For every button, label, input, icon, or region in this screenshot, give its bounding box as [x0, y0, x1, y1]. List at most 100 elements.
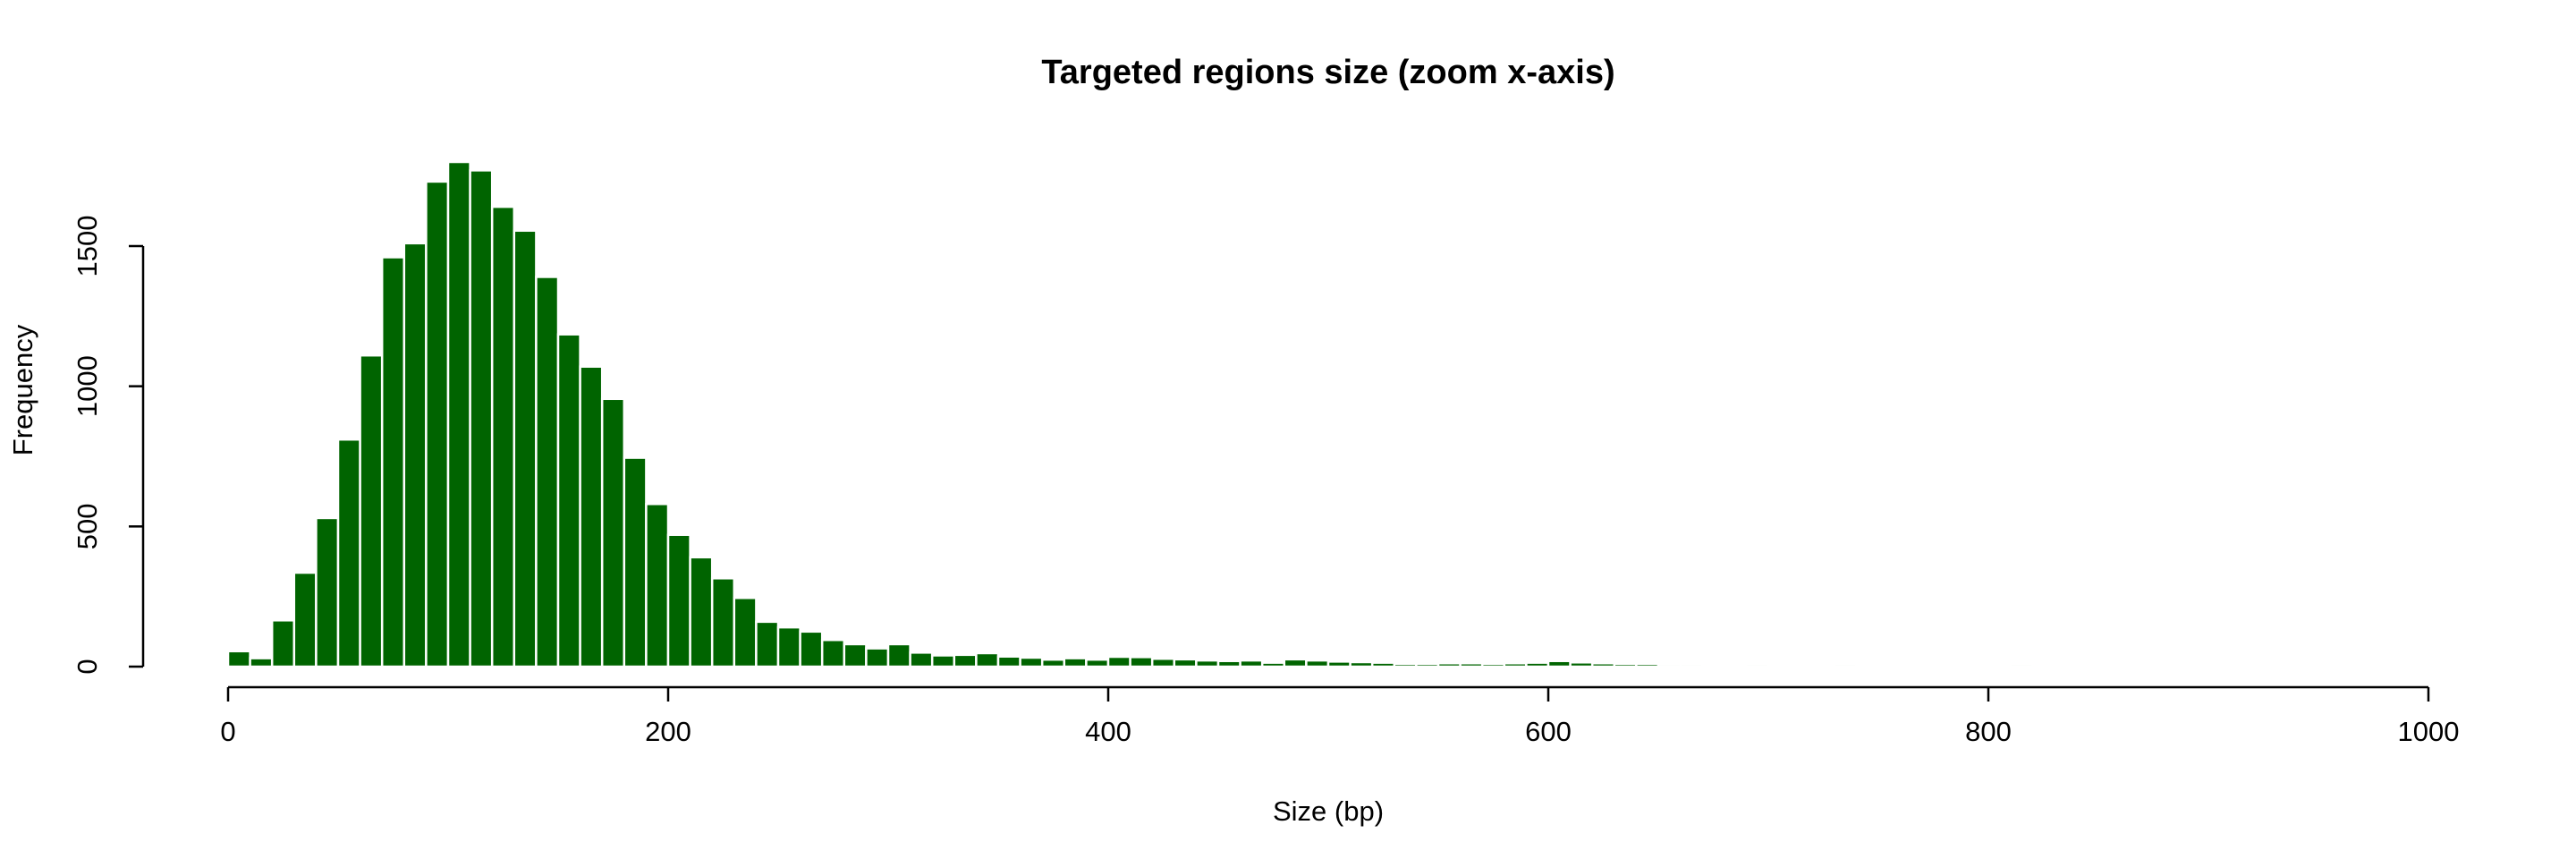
histogram-bar — [1833, 663, 1858, 668]
histogram-bar — [1260, 661, 1286, 668]
histogram-bar — [755, 620, 780, 668]
histogram-bar — [1657, 663, 1682, 668]
histogram-bar — [579, 365, 604, 668]
histogram-bar — [930, 654, 956, 668]
histogram-bar — [469, 169, 494, 668]
bars-group — [226, 160, 2518, 668]
histogram-bar — [2449, 665, 2474, 668]
histogram-bar — [1569, 661, 1594, 668]
histogram-bar — [1305, 659, 1330, 668]
histogram-bar — [1679, 663, 1704, 668]
histogram-bar — [1370, 661, 1396, 668]
histogram-bar — [689, 556, 714, 668]
histogram-bar — [2339, 665, 2364, 668]
histogram-bar — [292, 571, 318, 668]
histogram-bar — [1810, 664, 1836, 668]
histogram-bar — [336, 438, 361, 668]
x-tick-label: 400 — [1085, 716, 1131, 747]
histogram-bar — [249, 657, 274, 668]
histogram-bar — [1326, 660, 1352, 668]
histogram-bar — [2383, 664, 2408, 668]
histogram-bar — [623, 456, 648, 668]
histogram-bar — [1216, 659, 1241, 668]
histogram-bar — [402, 242, 428, 668]
histogram-bar — [1436, 661, 1462, 668]
histogram-bar — [490, 205, 516, 668]
histogram-bar — [1173, 658, 1198, 668]
histogram-bar — [1635, 662, 1660, 668]
histogram-bar — [2163, 663, 2188, 668]
histogram-bar — [710, 577, 736, 668]
x-axis: 0 200 400 600 800 1000 — [220, 685, 2460, 747]
histogram-bar — [2250, 663, 2276, 668]
histogram-bar — [843, 642, 868, 668]
histogram-bar — [1195, 659, 1220, 668]
histogram-bar — [2097, 665, 2122, 668]
histogram-bar — [1019, 656, 1044, 668]
histogram-bar — [1965, 664, 1990, 668]
histogram-bar — [1283, 658, 1308, 668]
histogram-bar — [226, 650, 251, 668]
histogram-bar — [820, 638, 846, 668]
histogram-bar — [776, 625, 801, 668]
histogram-bar — [380, 256, 406, 668]
histogram-bar — [2427, 665, 2452, 668]
histogram-bar — [799, 630, 824, 668]
histogram-bar — [2053, 664, 2078, 668]
histogram-bar — [1525, 661, 1550, 668]
y-tick-label: 1500 — [72, 216, 103, 277]
histogram-bar — [2009, 663, 2034, 668]
histogram-bar — [1546, 659, 1572, 668]
histogram-bar — [1480, 662, 1506, 668]
histogram-bar — [270, 619, 296, 668]
histogram-bar — [556, 333, 581, 668]
histogram-bar — [2273, 665, 2298, 668]
histogram-bar — [1393, 662, 1418, 668]
y-tick-label: 0 — [72, 659, 103, 674]
histogram-bar — [666, 533, 691, 668]
histogram-bar — [315, 516, 340, 668]
histogram-bar — [1767, 663, 1792, 668]
histogram-bar — [2360, 665, 2386, 668]
y-axis: 0 500 1000 1500 — [72, 216, 145, 675]
histogram-bar — [953, 653, 978, 668]
histogram-bar — [1613, 662, 1638, 668]
histogram-bar — [1040, 658, 1066, 668]
x-tick-label: 1000 — [2398, 716, 2460, 747]
x-axis-label: Size (bp) — [1273, 795, 1384, 827]
histogram-bar — [1700, 663, 1726, 668]
histogram-bar — [1129, 656, 1154, 668]
histogram-bar — [1239, 659, 1264, 668]
x-tick-label: 600 — [1525, 716, 1572, 747]
histogram-bar — [446, 160, 471, 668]
histogram-bar — [2075, 664, 2100, 668]
histogram-bar — [2140, 664, 2166, 668]
histogram-bar — [513, 229, 538, 668]
histogram-bar — [909, 651, 934, 668]
x-tick-label: 200 — [645, 716, 691, 747]
histogram-bar — [359, 353, 384, 668]
histogram-bar — [2229, 664, 2254, 668]
y-tick-label: 500 — [72, 503, 103, 549]
histogram-bar — [865, 647, 890, 668]
histogram-bar — [1085, 658, 1110, 668]
histogram-bar — [1150, 657, 1176, 668]
histogram-bar — [2030, 664, 2056, 668]
histogram-bar — [1063, 657, 1088, 668]
histogram-bar — [1415, 662, 1440, 668]
histogram-bar — [1855, 663, 1880, 668]
y-axis-label: Frequency — [7, 324, 38, 455]
histogram-bar — [1503, 661, 1528, 668]
histogram-bar — [535, 276, 560, 668]
histogram-bar — [2119, 664, 2144, 668]
histogram-bar — [645, 503, 670, 668]
histogram-bar — [2295, 665, 2320, 668]
histogram-bar — [1459, 661, 1484, 668]
histogram-bar — [2470, 665, 2496, 668]
histogram-bar — [1745, 663, 1770, 668]
histogram-bar — [2405, 665, 2430, 668]
y-tick-label: 1000 — [72, 355, 103, 417]
histogram-bar — [733, 596, 758, 668]
